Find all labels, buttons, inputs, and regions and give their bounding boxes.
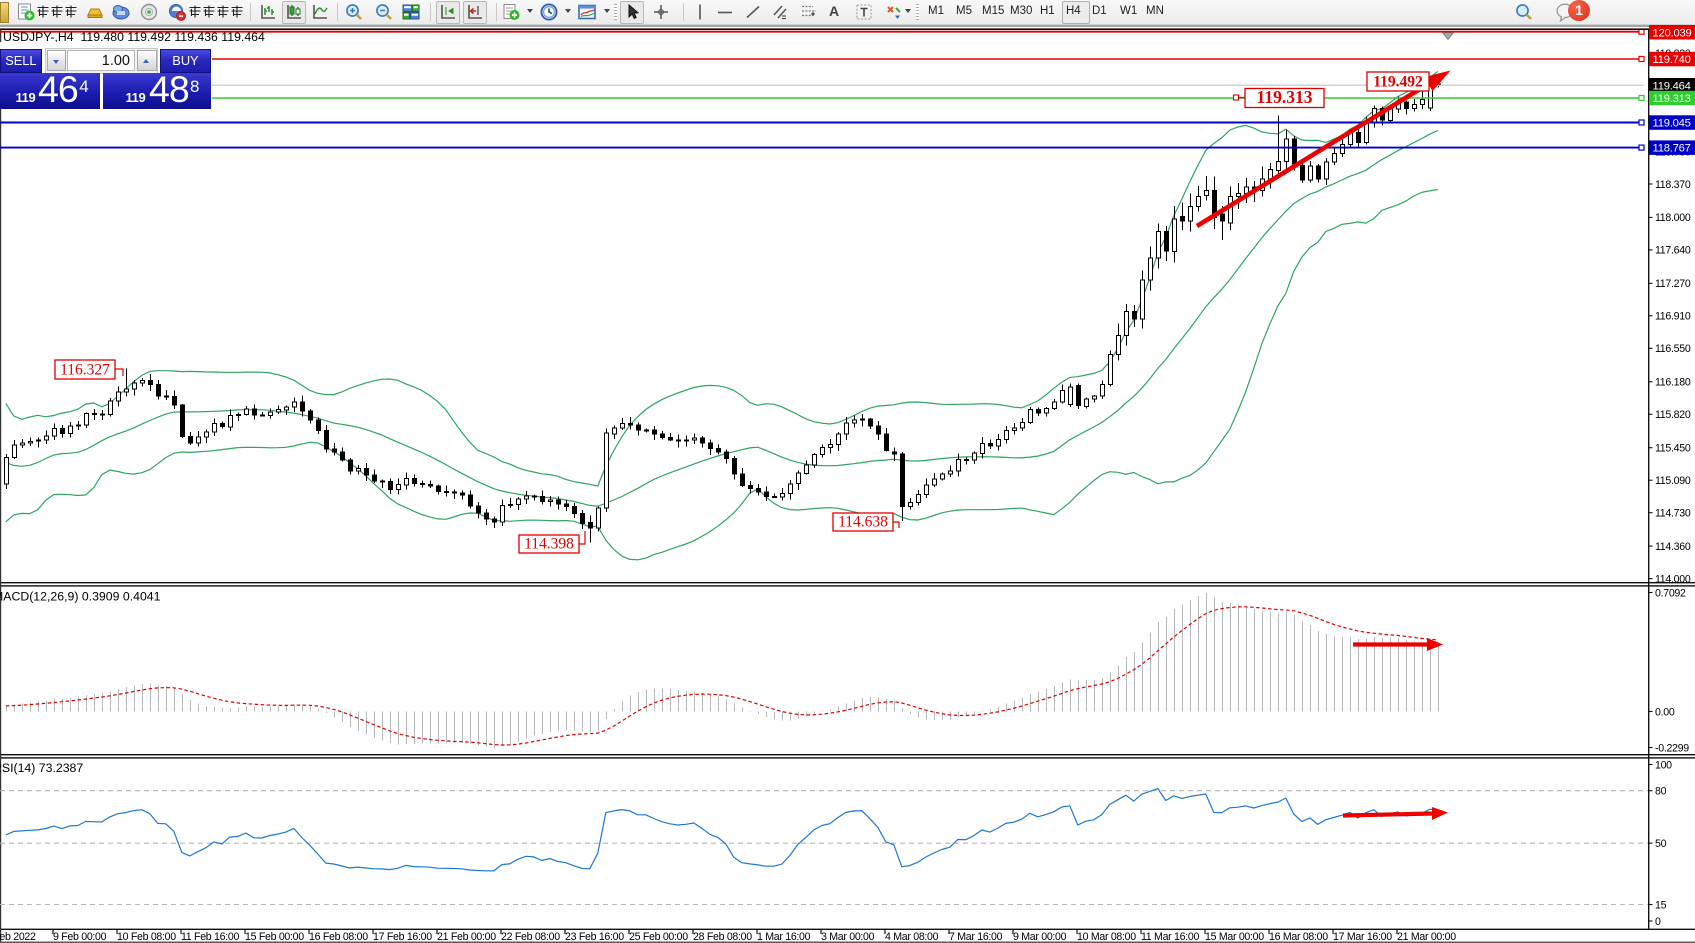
svg-text:50: 50 — [1655, 838, 1667, 850]
svg-text:RSI(14) 73.2387: RSI(14) 73.2387 — [0, 761, 83, 775]
svg-text:115.090: 115.090 — [1655, 475, 1691, 487]
svg-text:7 Mar 16:00: 7 Mar 16:00 — [949, 931, 1003, 943]
svg-text:120.039: 120.039 — [1653, 27, 1692, 39]
svg-text:17 Mar 16:00: 17 Mar 16:00 — [1333, 931, 1392, 943]
svg-text:114.000: 114.000 — [1655, 573, 1691, 585]
svg-text:115.820: 115.820 — [1655, 409, 1691, 421]
svg-text:8 Feb 2022: 8 Feb 2022 — [0, 931, 36, 943]
svg-text:23 Feb 16:00: 23 Feb 16:00 — [565, 931, 624, 943]
svg-text:MACD(12,26,9) 0.3909 0.4041: MACD(12,26,9) 0.3909 0.4041 — [0, 590, 161, 604]
svg-text:117.640: 117.640 — [1655, 245, 1691, 257]
svg-text:9 Mar 00:00: 9 Mar 00:00 — [1013, 931, 1067, 943]
svg-text:25 Feb 00:00: 25 Feb 00:00 — [629, 931, 688, 943]
svg-text:116.327: 116.327 — [60, 362, 110, 379]
svg-text:119.740: 119.740 — [1653, 54, 1691, 66]
svg-text:28 Feb 08:00: 28 Feb 08:00 — [693, 931, 752, 943]
svg-text:114.730: 114.730 — [1655, 508, 1691, 520]
svg-text:115.450: 115.450 — [1655, 443, 1691, 455]
svg-text:11 Feb 16:00: 11 Feb 16:00 — [181, 931, 239, 943]
svg-text:118.370: 118.370 — [1655, 179, 1691, 191]
svg-text:3 Mar 00:00: 3 Mar 00:00 — [821, 931, 875, 943]
svg-text:21 Mar 00:00: 21 Mar 00:00 — [1397, 931, 1456, 943]
svg-text:4 Mar 08:00: 4 Mar 08:00 — [885, 931, 939, 943]
svg-text:16 Mar 08:00: 16 Mar 08:00 — [1269, 931, 1328, 943]
svg-text:16 Feb 08:00: 16 Feb 08:00 — [309, 931, 368, 943]
svg-text:1 Mar 16:00: 1 Mar 16:00 — [757, 931, 811, 943]
svg-text:22 Feb 08:00: 22 Feb 08:00 — [501, 931, 560, 943]
svg-text:0.7092: 0.7092 — [1655, 587, 1686, 599]
svg-text:114.638: 114.638 — [838, 514, 888, 531]
svg-text:114.398: 114.398 — [524, 536, 574, 553]
svg-text:0: 0 — [1655, 916, 1661, 928]
svg-text:116.910: 116.910 — [1655, 311, 1691, 323]
svg-text:100: 100 — [1655, 759, 1672, 771]
svg-text:116.550: 116.550 — [1655, 343, 1691, 355]
svg-text:USDJPY-,H4 119.480 119.492 11: USDJPY-,H4 119.480 119.492 119.436 119.4… — [3, 30, 265, 44]
svg-text:10 Feb 08:00: 10 Feb 08:00 — [117, 931, 176, 943]
svg-text:11 Mar 16:00: 11 Mar 16:00 — [1141, 931, 1199, 943]
svg-text:119.313: 119.313 — [1653, 93, 1691, 105]
svg-text:119.313: 119.313 — [1257, 87, 1313, 107]
svg-text:118.000: 118.000 — [1655, 212, 1691, 224]
svg-text:15: 15 — [1655, 899, 1667, 911]
svg-text:15 Mar 00:00: 15 Mar 00:00 — [1205, 931, 1264, 943]
svg-text:119.045: 119.045 — [1653, 118, 1691, 130]
svg-text:17 Feb 16:00: 17 Feb 16:00 — [373, 931, 432, 943]
svg-text:21 Feb 00:00: 21 Feb 00:00 — [437, 931, 496, 943]
svg-text:117.270: 117.270 — [1655, 278, 1691, 290]
svg-text:0.00: 0.00 — [1655, 706, 1675, 718]
svg-text:80: 80 — [1655, 786, 1667, 798]
svg-text:116.180: 116.180 — [1655, 377, 1691, 389]
svg-text:-0.2299: -0.2299 — [1655, 742, 1689, 754]
svg-text:10 Mar 08:00: 10 Mar 08:00 — [1077, 931, 1136, 943]
svg-text:9 Feb 00:00: 9 Feb 00:00 — [53, 931, 107, 943]
svg-text:15 Feb 00:00: 15 Feb 00:00 — [245, 931, 304, 943]
svg-text:119.464: 119.464 — [1653, 80, 1691, 92]
svg-text:114.360: 114.360 — [1655, 541, 1691, 553]
svg-text:119.492: 119.492 — [1373, 74, 1423, 91]
svg-text:118.767: 118.767 — [1653, 143, 1691, 155]
